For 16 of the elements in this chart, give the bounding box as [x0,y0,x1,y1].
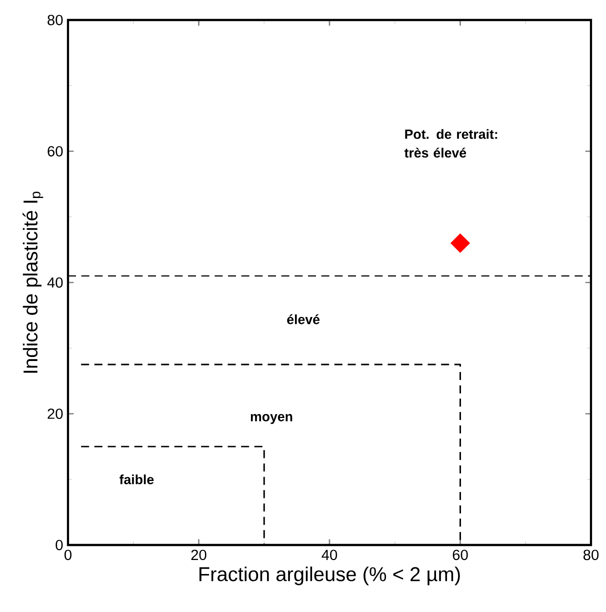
annotation: faible [119,474,154,484]
annotation: élevé [287,314,320,324]
annotation: moyen [250,414,292,424]
y-tick-label: 0 [56,540,63,550]
x-tick-label: 60 [452,550,468,560]
y-axis-title: Indice de plasticité I$_{p}$ [22,192,44,373]
y-tick-label: 20 [48,408,63,419]
x-axis-title: Fraction argileuse (% < 2 µm) [199,566,460,586]
x-tick-label: 40 [322,550,338,560]
x-tick-label: 0 [64,550,72,560]
y-tick-label: 60 [48,146,63,156]
x-tick-label: 80 [583,550,599,560]
x-tick-label: 20 [191,550,206,560]
y-tick-label: 80 [48,14,63,26]
annotation: Pot. de retrait: très élevé [404,129,498,158]
y-tick-label: 40 [47,277,63,288]
